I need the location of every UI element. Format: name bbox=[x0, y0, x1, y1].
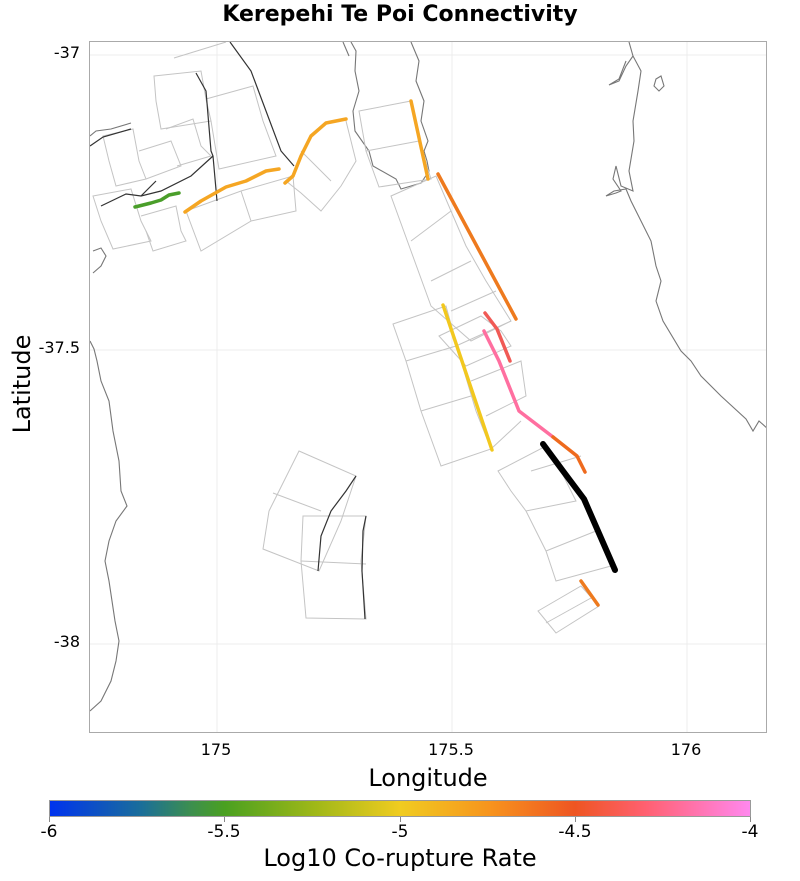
map-plot-area[interactable] bbox=[89, 41, 767, 733]
fault-kerepehi-te-poi bbox=[540, 441, 618, 573]
colorbar-tick bbox=[400, 817, 401, 822]
x-tick-2: 176 bbox=[670, 740, 702, 759]
gridlines bbox=[90, 42, 766, 732]
colorbar-tick bbox=[575, 817, 576, 822]
fault-yellow bbox=[441, 303, 494, 452]
x-tick-0: 175 bbox=[200, 740, 232, 759]
colorbar bbox=[49, 800, 751, 817]
y-tick-1: -37.5 bbox=[38, 338, 80, 357]
fault-pink bbox=[482, 329, 555, 439]
fault-red bbox=[483, 311, 512, 363]
x-axis-label: Longitude bbox=[368, 764, 488, 792]
fault-orange-south-2 bbox=[579, 579, 600, 607]
fault-orange-south-1 bbox=[551, 435, 587, 474]
connected-faults bbox=[133, 99, 618, 607]
fault-green bbox=[133, 191, 181, 209]
fault-polygons bbox=[92, 42, 612, 634]
map-canvas bbox=[90, 42, 766, 732]
fault-orange-long bbox=[436, 172, 518, 321]
coastline bbox=[90, 42, 766, 712]
colorbar-tick bbox=[49, 817, 50, 822]
colorbar-tick bbox=[224, 817, 225, 822]
x-tick-1: 175.5 bbox=[428, 740, 474, 759]
colorbar-label-1: -5.5 bbox=[207, 822, 241, 842]
colorbar-label-2: -5 bbox=[391, 822, 409, 842]
y-tick-2: -38 bbox=[53, 632, 80, 651]
fault-orange-curve-west bbox=[183, 167, 281, 214]
fault-traces-dark bbox=[90, 42, 367, 620]
colorbar-label-4: -4 bbox=[741, 822, 759, 842]
y-tick-0: -37 bbox=[53, 43, 80, 62]
chart-title: Kerepehi Te Poi Connectivity bbox=[222, 2, 578, 27]
colorbar-label-0: -6 bbox=[40, 822, 58, 842]
fault-orange-curve-east bbox=[283, 117, 348, 185]
y-axis-label: Latitude bbox=[8, 334, 36, 434]
colorbar-label-3: -4.5 bbox=[558, 822, 592, 842]
fault-orange-north bbox=[409, 99, 430, 181]
colorbar-title: Log10 Co-rupture Rate bbox=[263, 844, 537, 872]
colorbar-tick bbox=[750, 817, 751, 822]
